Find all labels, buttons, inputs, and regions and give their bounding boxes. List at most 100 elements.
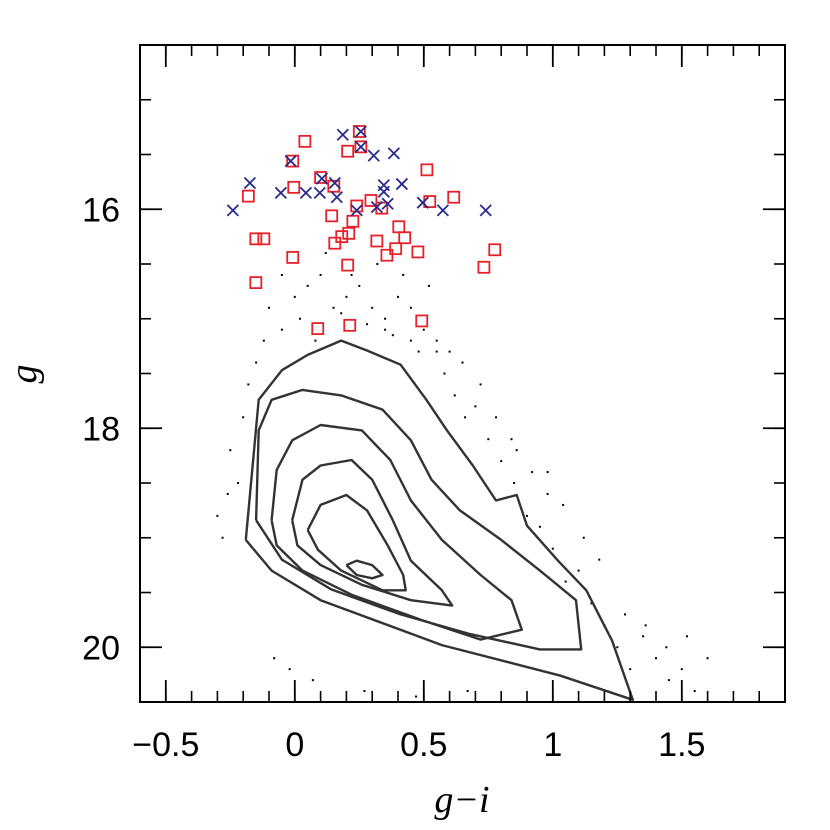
star-dot (340, 312, 343, 315)
star-dot (487, 438, 490, 441)
square-marker (352, 125, 366, 138)
square-marker (341, 258, 355, 272)
square-marker (241, 189, 255, 203)
y-tick-label: 20 (82, 629, 120, 667)
star-dot (324, 252, 327, 255)
cross-marker (381, 197, 394, 210)
y-axis-label: g (3, 365, 45, 384)
star-dot (546, 471, 549, 474)
star-dot (644, 624, 647, 627)
y-tick-label: 18 (82, 410, 120, 448)
cross-marker (395, 177, 409, 191)
star-dot (397, 295, 399, 298)
cross-marker (299, 186, 313, 199)
star-dot (280, 328, 283, 331)
star-dot (247, 383, 250, 386)
square-marker (364, 194, 378, 207)
star-dot (417, 350, 420, 353)
star-dot (453, 394, 456, 397)
star-dot (680, 668, 683, 671)
square-marker (325, 209, 339, 223)
star-dot (226, 492, 229, 495)
star-dot (262, 339, 265, 342)
star-dot (384, 328, 387, 331)
star-dot (409, 306, 412, 309)
star-dot (515, 449, 518, 452)
star-dot (229, 449, 232, 452)
square-marker (354, 140, 368, 154)
star-dot (391, 334, 394, 337)
star-dot (216, 514, 219, 517)
star-dot (510, 438, 513, 441)
star-dot (538, 525, 541, 528)
star-dot (371, 306, 374, 309)
contour (270, 423, 523, 641)
contour (254, 388, 583, 651)
square-marker (477, 260, 491, 274)
square-marker (298, 134, 312, 148)
plot-frame (139, 44, 786, 703)
square-marker (249, 276, 263, 290)
square-marker (341, 144, 355, 158)
cross-marker (479, 204, 492, 217)
star-dot (237, 482, 240, 484)
cross-marker (226, 204, 240, 217)
star-dot (273, 657, 276, 660)
cross-marker (274, 186, 288, 199)
square-marker (311, 322, 325, 336)
square-marker (411, 245, 425, 259)
star-dot (293, 295, 296, 298)
x-tick-label: 1.5 (658, 726, 705, 764)
star-dot (655, 657, 657, 660)
star-dot (564, 580, 567, 583)
cross-marker (313, 186, 326, 199)
x-tick-label: 0 (285, 726, 304, 764)
star-dot (435, 350, 438, 353)
star-dot (546, 492, 549, 495)
star-dot (402, 273, 405, 276)
star-dot (629, 668, 632, 671)
square-marker (415, 314, 429, 328)
star-dot (448, 350, 451, 353)
cross-marker (436, 204, 450, 217)
star-dot (466, 690, 469, 693)
cross-marker (243, 176, 257, 190)
square-marker (447, 190, 461, 204)
square-marker (249, 232, 263, 246)
star-dot (435, 339, 438, 342)
cross-marker (377, 185, 390, 198)
star-dot (422, 328, 425, 331)
cross-marker (370, 200, 383, 214)
cross-marker (328, 176, 341, 190)
star-dot (624, 613, 627, 616)
star-dot (500, 460, 503, 463)
star-dot (616, 646, 619, 649)
square-marker (286, 154, 300, 168)
square-marker (370, 234, 384, 248)
star-dot (667, 679, 670, 682)
contour (345, 559, 384, 580)
square-marker (286, 251, 300, 264)
star-dot (531, 471, 534, 474)
star-dot (474, 405, 477, 408)
star-dot (526, 514, 528, 517)
contour (244, 339, 634, 701)
star-dot (443, 372, 446, 375)
x-axis-label: g−i (434, 779, 489, 821)
star-dot (376, 263, 379, 265)
star-dot (582, 536, 585, 539)
star-dot (665, 646, 668, 649)
square-marker (488, 243, 502, 257)
cross-marker (387, 147, 401, 160)
star-dot (221, 536, 224, 539)
cross-marker (330, 191, 343, 204)
x-tick-label: 1 (543, 726, 562, 764)
star-dot (598, 558, 601, 561)
star-dot (427, 284, 430, 287)
square-marker (392, 220, 406, 234)
star-dot (464, 416, 467, 419)
star-dot (345, 295, 348, 298)
square-marker (398, 231, 412, 245)
star-dot (280, 273, 283, 276)
cross-marker (354, 140, 367, 153)
